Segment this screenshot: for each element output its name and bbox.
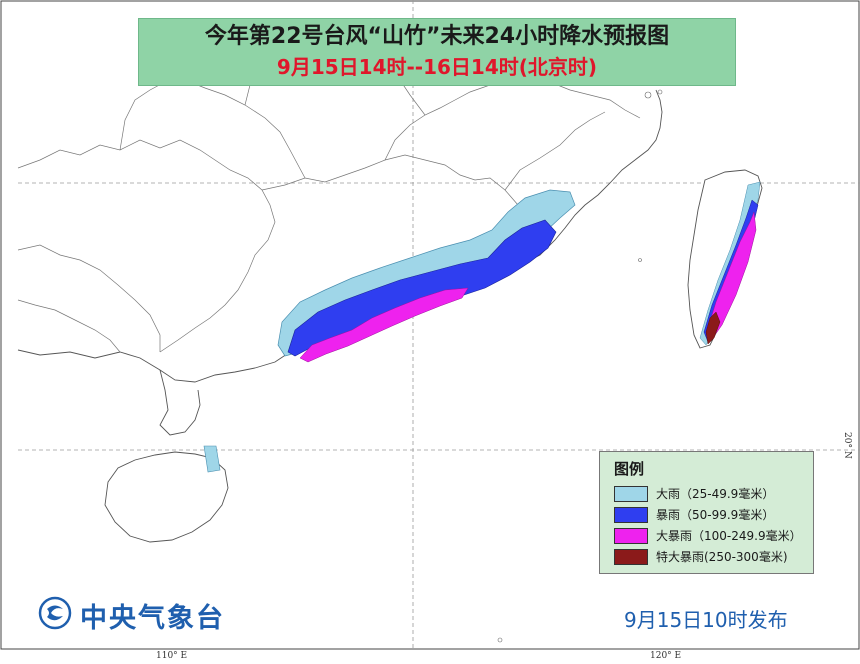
- issue-time: 9月15日10时发布: [624, 608, 788, 632]
- legend-swatch: [614, 507, 648, 523]
- rain-band-downpour: [299, 287, 469, 363]
- map-time-range: 9月15日14时--16日14时(北京时): [276, 55, 598, 79]
- legend-swatch: [614, 486, 648, 502]
- legend: 图例 大雨（25-49.9毫米） 暴雨（50-99.9毫米） 大暴雨（100-2…: [599, 451, 814, 574]
- hainan-island: [104, 451, 229, 543]
- cma-logo: 中央气象台: [38, 596, 278, 634]
- lat-label-20: 20° N: [842, 432, 852, 459]
- legend-item-rainstorm: 暴雨（50-99.9毫米）: [614, 505, 810, 523]
- hainan-rain: [203, 445, 221, 473]
- legend-item-extreme-rainstorm: 特大暴雨(250-300毫米): [614, 547, 810, 565]
- legend-label: 大雨（25-49.9毫米）: [656, 487, 775, 501]
- map-title: 今年第22号台风“山竹”未来24小时降水预报图: [204, 24, 670, 49]
- legend-label: 特大暴雨(250-300毫米): [656, 550, 788, 564]
- legend-item-heavy-rain: 大雨（25-49.9毫米）: [614, 484, 810, 502]
- issuer-name: 中央气象台: [80, 603, 225, 634]
- offshore-islands: [497, 89, 762, 643]
- legend-item-heavy-rainstorm: 大暴雨（100-249.9毫米）: [614, 526, 810, 544]
- legend-swatch: [614, 549, 648, 565]
- lon-label-120: 120° E: [650, 651, 682, 661]
- map-title-box: 今年第22号台风“山竹”未来24小时降水预报图 9月15日14时--16日14时…: [138, 18, 736, 86]
- legend-swatch: [614, 528, 648, 544]
- legend-label: 暴雨（50-99.9毫米）: [656, 508, 775, 522]
- lon-label-110: 110° E: [156, 651, 188, 661]
- taiwan-rain-extreme: [705, 311, 721, 345]
- legend-label: 大暴雨（100-249.9毫米）: [656, 529, 802, 543]
- legend-title: 图例: [614, 460, 645, 478]
- nmc-emblem-icon: [38, 596, 72, 630]
